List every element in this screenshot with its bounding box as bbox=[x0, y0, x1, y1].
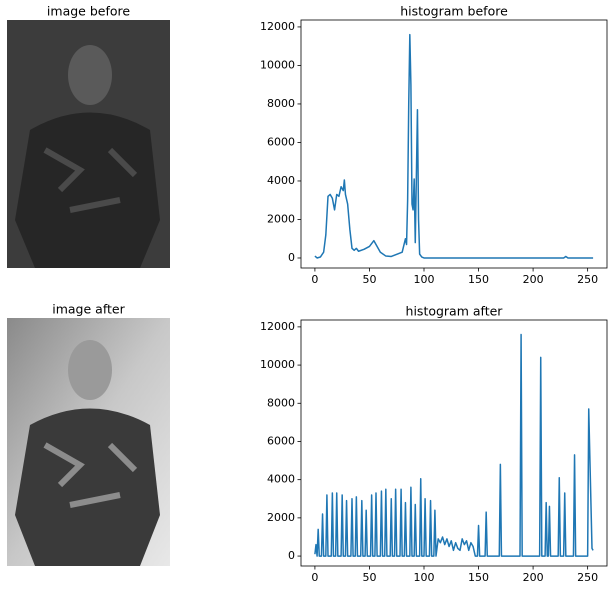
x-tick-label: 150 bbox=[468, 273, 489, 286]
x-tick-label: 0 bbox=[311, 273, 318, 286]
y-tick-label: 10000 bbox=[260, 358, 295, 371]
x-tick-label: 200 bbox=[523, 273, 544, 286]
x-tick-label: 200 bbox=[523, 571, 544, 584]
y-tick-label: 10000 bbox=[260, 58, 295, 71]
y-tick-label: 0 bbox=[288, 251, 295, 264]
y-tick-label: 4000 bbox=[267, 473, 295, 486]
image-after bbox=[7, 318, 170, 566]
chart-title: histogram after bbox=[406, 304, 504, 319]
axes-frame bbox=[300, 319, 608, 567]
x-tick-label: 0 bbox=[311, 571, 318, 584]
data-line bbox=[314, 333, 594, 557]
x-tick-label: 250 bbox=[577, 571, 598, 584]
x-tick-label: 250 bbox=[577, 273, 598, 286]
chart-title: histogram before bbox=[400, 4, 508, 19]
image-title: image after bbox=[52, 302, 125, 317]
data-line bbox=[314, 33, 594, 259]
x-tick-label: 100 bbox=[414, 273, 435, 286]
y-tick-label: 2000 bbox=[267, 212, 295, 225]
y-tick-label: 8000 bbox=[267, 396, 295, 409]
x-tick-label: 100 bbox=[414, 571, 435, 584]
y-tick-label: 12000 bbox=[260, 20, 295, 33]
x-tick-label: 50 bbox=[362, 273, 376, 286]
y-tick-label: 2000 bbox=[267, 511, 295, 524]
y-tick-label: 6000 bbox=[267, 434, 295, 447]
y-tick-label: 12000 bbox=[260, 320, 295, 333]
y-tick-label: 0 bbox=[288, 549, 295, 562]
x-tick-label: 50 bbox=[362, 571, 376, 584]
y-tick-label: 6000 bbox=[267, 135, 295, 148]
y-tick-label: 8000 bbox=[267, 97, 295, 110]
x-tick-label: 150 bbox=[468, 571, 489, 584]
image-title: image before bbox=[47, 4, 130, 19]
axes-frame bbox=[300, 19, 608, 269]
image-before bbox=[7, 20, 170, 268]
y-tick-label: 4000 bbox=[267, 174, 295, 187]
